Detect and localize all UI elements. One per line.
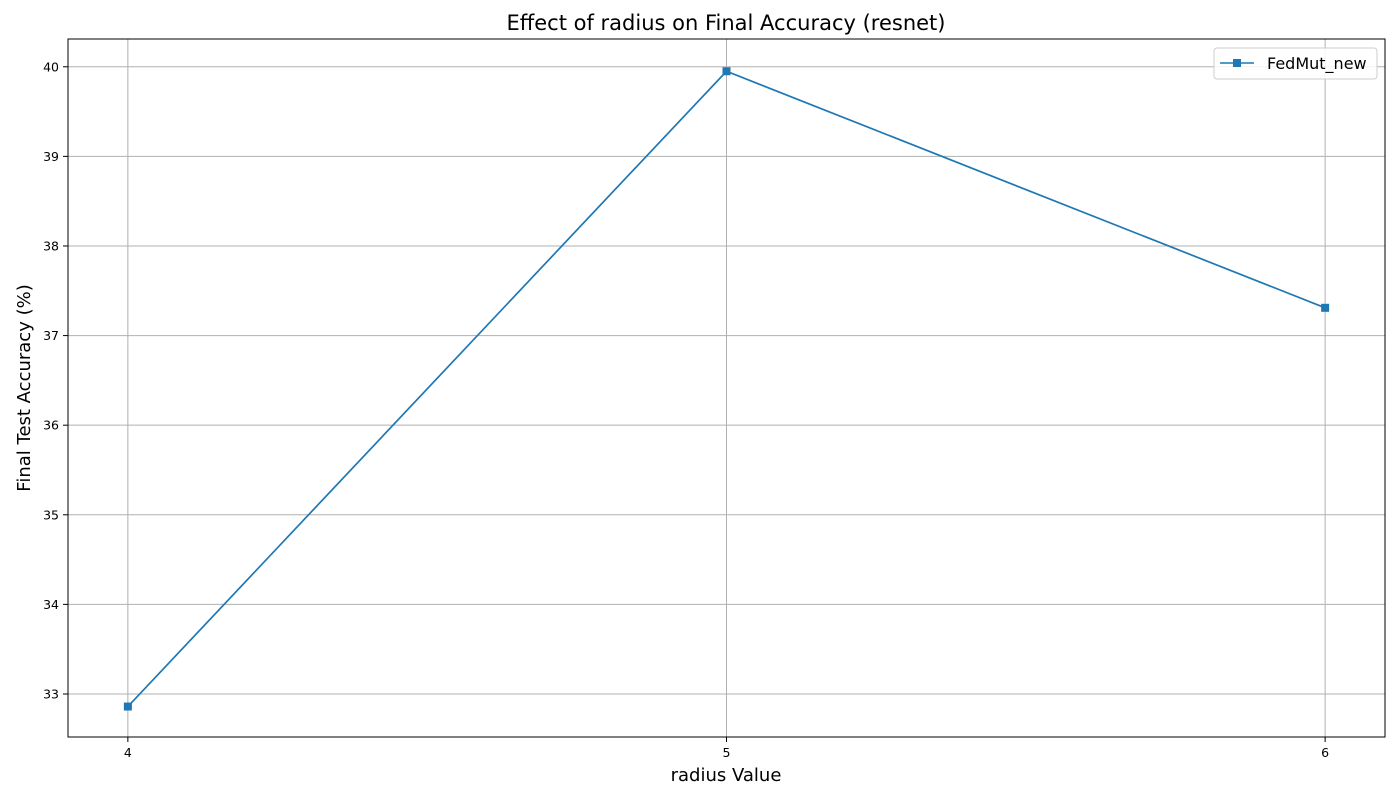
data-point-marker [722, 67, 731, 76]
x-tick-label: 5 [723, 745, 731, 760]
grid [68, 39, 1385, 737]
legend-box [1213, 47, 1378, 80]
legend: FedMut_new [1213, 47, 1378, 80]
x-axis-ticks: 4 5 6 [124, 737, 1329, 760]
y-axis-label: Final Test Accuracy (%) [14, 284, 35, 491]
series-layer [123, 67, 1330, 711]
data-point-marker [1321, 303, 1330, 312]
y-tick-label: 40 [43, 59, 59, 74]
data-point-marker [123, 702, 132, 711]
y-tick-label: 35 [43, 507, 59, 522]
chart-title: Effect of radius on Final Accuracy (resn… [507, 11, 946, 35]
x-axis-label: radius Value [671, 765, 782, 786]
x-tick-label: 6 [1321, 745, 1329, 760]
y-tick-label: 33 [43, 686, 59, 701]
legend-square-marker [1233, 59, 1241, 67]
x-tick-label: 4 [124, 745, 132, 760]
y-tick-label: 34 [43, 597, 59, 612]
y-tick-label: 38 [43, 238, 59, 253]
y-tick-label: 39 [43, 149, 59, 164]
y-tick-label: 36 [43, 418, 59, 433]
y-axis-ticks: 33 34 35 36 37 38 39 40 [43, 59, 68, 701]
legend-label: FedMut_new [1267, 54, 1367, 74]
y-tick-label: 37 [43, 328, 59, 343]
